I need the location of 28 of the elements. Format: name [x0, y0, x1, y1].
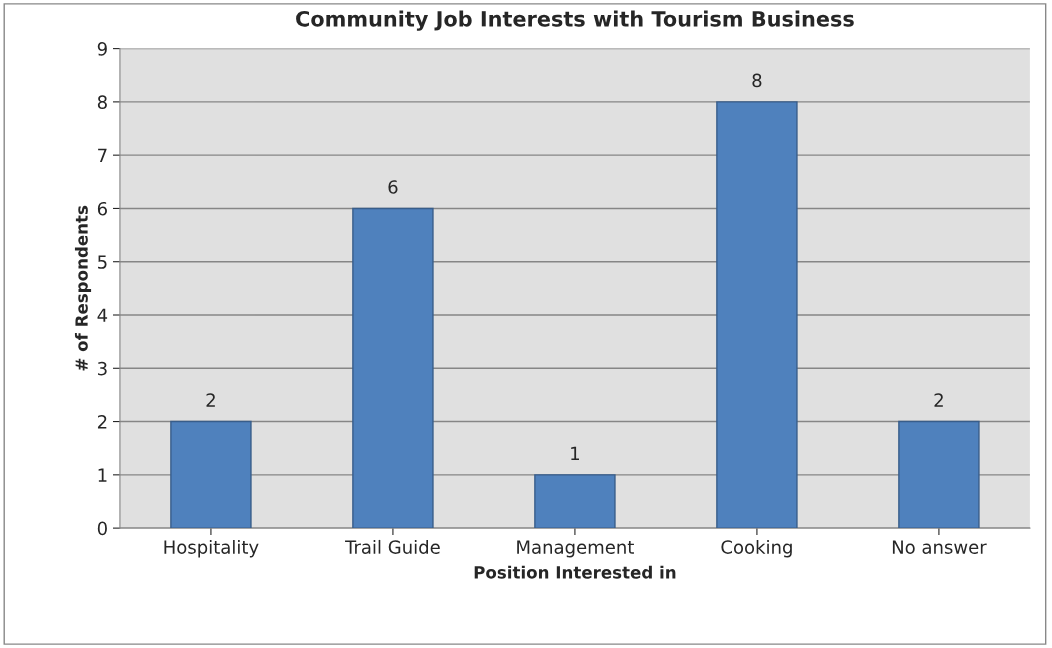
y-tick-label: 7: [98, 148, 107, 163]
x-tick-label: Management: [517, 540, 634, 558]
y-tick-label: 4: [97, 308, 108, 322]
bar: [170, 420, 252, 529]
y-tick-label: 6: [97, 201, 107, 216]
y-tick-label: 9: [97, 42, 107, 56]
y-tick-label: 2: [97, 415, 107, 429]
x-tick-label: Hospitality: [164, 539, 259, 558]
y-tick-label: 0: [97, 521, 107, 536]
x-tick-label: Cooking: [721, 539, 792, 558]
y-tick-label: 5: [98, 255, 107, 269]
x-axis-title: Position Interested in: [474, 565, 676, 579]
bar: [534, 474, 616, 529]
y-tick-label: 8: [97, 95, 107, 109]
bar: [716, 101, 798, 529]
data-label: 2: [206, 393, 215, 407]
x-tick-label: No answer: [892, 540, 987, 554]
data-label: 8: [752, 73, 762, 88]
bar: [898, 420, 980, 529]
x-tick-label: Trail Guide: [345, 539, 440, 554]
data-label: 1: [571, 446, 579, 460]
data-label: 2: [934, 393, 943, 407]
bar: [352, 207, 434, 529]
y-tick-label: 1: [98, 468, 107, 482]
y-tick-label: 3: [98, 361, 107, 376]
data-label: 6: [388, 180, 398, 194]
chart-title: Community Job Interests with Tourism Business: [296, 10, 854, 31]
y-axis-title: # of Respondents: [74, 205, 92, 371]
